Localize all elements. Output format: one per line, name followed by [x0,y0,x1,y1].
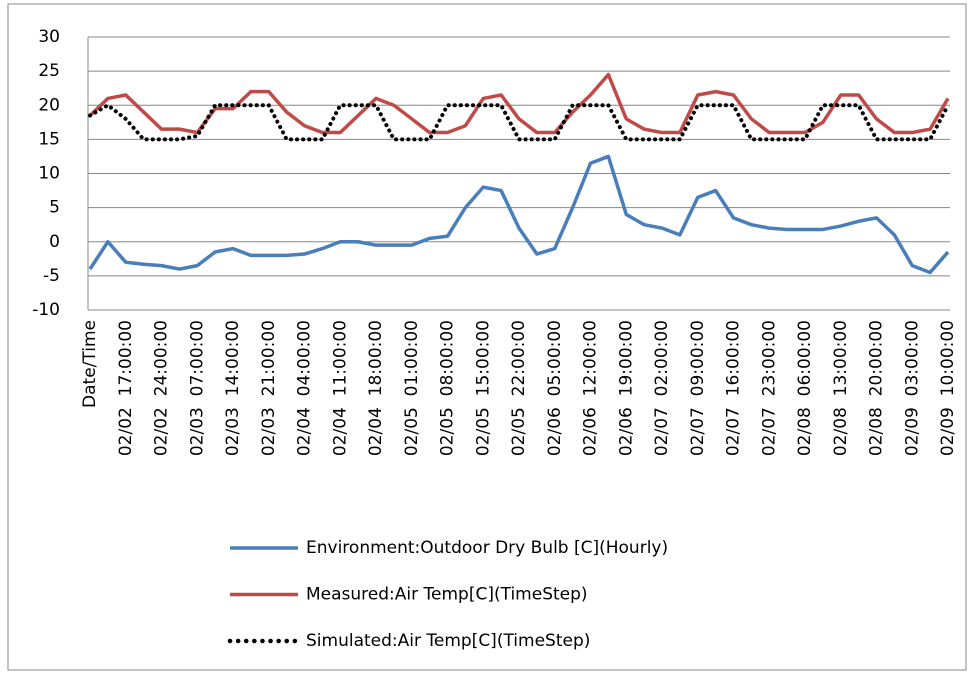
x-tick-label: 02/06 05:00:00 [545,320,565,456]
y-tick-label: 30 [38,27,60,47]
x-tick-label: 02/08 20:00:00 [867,320,887,456]
y-tick-label: 10 [38,164,60,184]
x-tick-label: 02/03 14:00:00 [223,320,243,456]
y-tick-label: 25 [38,61,60,81]
y-tick-label: 5 [49,198,60,218]
x-tick-label: 02/07 16:00:00 [724,320,744,456]
x-tick-label: 02/06 12:00:00 [581,320,601,456]
legend-label: Measured:Air Temp[C](TimeStep) [306,585,588,605]
x-tick-label: 02/04 18:00:00 [366,320,386,456]
x-tick-label: 02/04 11:00:00 [330,320,350,456]
legend-label: Simulated:Air Temp[C](TimeStep) [306,631,590,651]
x-tick-label: 02/02 17:00:00 [116,320,136,456]
y-tick-label: 0 [49,232,60,252]
x-tick-label: 02/07 09:00:00 [688,320,708,456]
x-tick-label: 02/03 21:00:00 [259,320,279,456]
chart-frame [7,3,967,671]
x-tick-label: 02/05 22:00:00 [509,320,529,456]
x-tick-label: 02/07 02:00:00 [652,320,672,456]
x-tick-label: 02/02 24:00:00 [152,320,172,456]
x-tick-label: 02/08 13:00:00 [831,320,851,456]
x-tick-label: 02/04 04:00:00 [295,320,315,456]
x-tick-label: 02/07 23:00:00 [759,320,779,456]
y-tick-label: 20 [38,95,60,115]
y-tick-label: -10 [32,300,60,320]
series-line [88,154,950,275]
x-tick-label: 02/03 07:00:00 [187,320,207,456]
y-tick-label: 15 [38,129,60,149]
x-tick-label: 02/05 08:00:00 [438,320,458,456]
y-tick-label: -5 [43,266,60,286]
x-tick-label: 02/05 15:00:00 [473,320,493,456]
x-tick-label: 02/06 19:00:00 [616,320,636,456]
x-tick-label: 02/05 01:00:00 [402,320,422,456]
series-line [88,72,950,135]
legend-label: Environment:Outdoor Dry Bulb [C](Hourly) [306,538,668,558]
x-tick-label: 02/09 10:00:00 [938,320,958,456]
x-tick-label: 02/08 06:00:00 [795,320,815,456]
series-line [88,103,950,142]
x-tick-label: Date/Time [80,320,100,408]
x-tick-label: 02/09 03:00:00 [902,320,922,456]
